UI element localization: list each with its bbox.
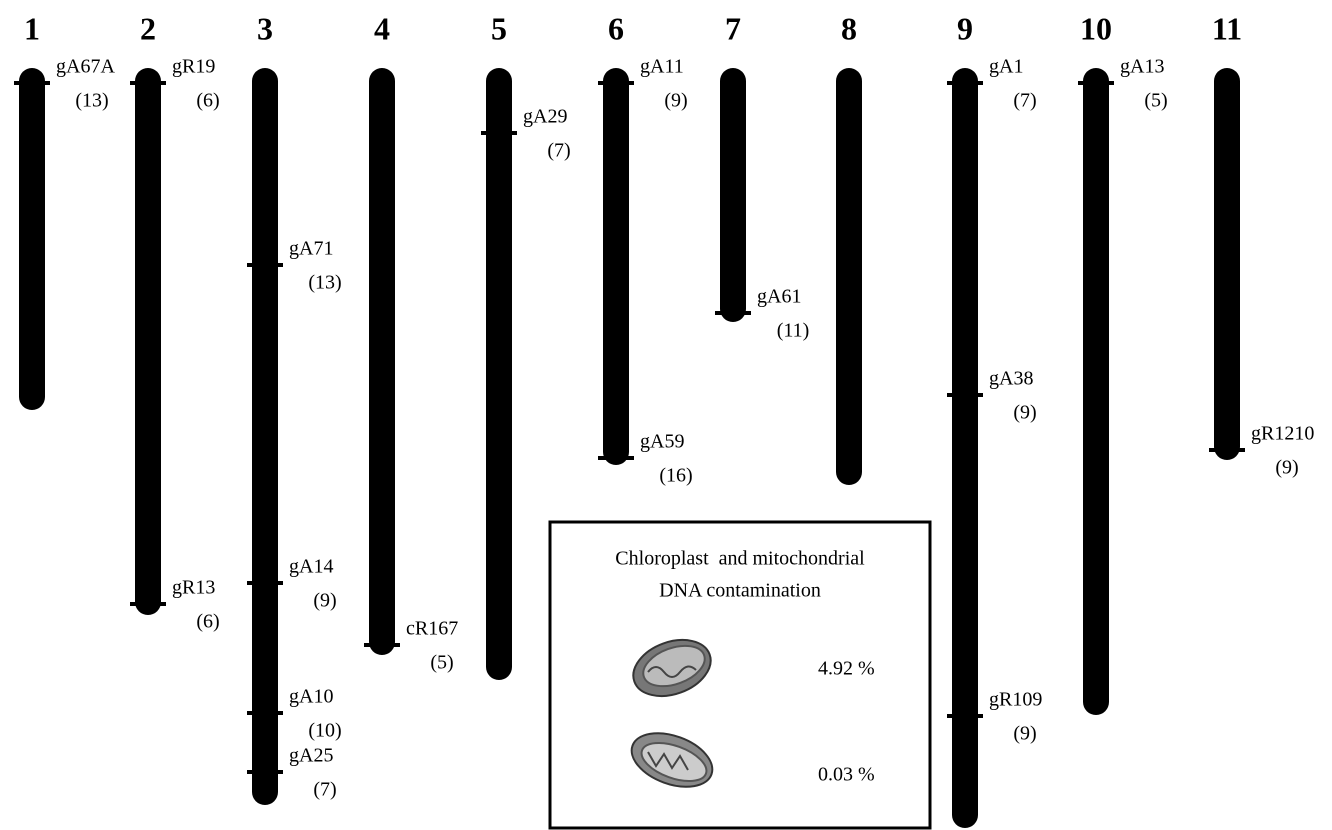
- marker-tick: [1209, 448, 1245, 452]
- marker-tick: [247, 770, 283, 774]
- marker-count: (16): [659, 465, 692, 487]
- chromosome-bar: [135, 68, 161, 615]
- marker-count: (11): [777, 320, 810, 342]
- marker-name: gR109: [989, 689, 1042, 711]
- diagram: 11 gR1210 (9) 10 gA13 (5) 9 gA1 (7) gA38 (9) gR109 (…: [0, 0, 1332, 830]
- chromosome-bar: [486, 68, 512, 680]
- chromosome: 10 gA13 (5): [1078, 10, 1168, 715]
- marker-tick: [947, 393, 983, 397]
- chromosome: 7 gA61 (11): [715, 10, 809, 341]
- chromosome-bar: [603, 68, 629, 465]
- page: 11 gR1210 (9) 10 gA13 (5) 9 gA1 (7) gA38 (9) gR109 (…: [0, 0, 1332, 830]
- chromosome-bar: [1083, 68, 1109, 715]
- chromosome-number: 3: [257, 10, 273, 46]
- marker-name: gR13: [172, 577, 215, 599]
- marker-name: gA25: [289, 745, 333, 767]
- marker-tick: [130, 602, 166, 606]
- chromosome-number: 1: [24, 10, 40, 46]
- marker-count: (9): [664, 90, 687, 112]
- marker-tick: [130, 81, 166, 85]
- marker-count: (7): [1013, 90, 1036, 112]
- inset-title: Chloroplast and mitochondrial: [615, 548, 865, 570]
- chromosome-number: 8: [841, 10, 857, 46]
- marker-name: gA61: [757, 286, 801, 308]
- chromosome-number: 10: [1080, 10, 1112, 46]
- marker-tick: [481, 131, 517, 135]
- chromosome-bar: [1214, 68, 1240, 460]
- marker-name: gR19: [172, 56, 215, 78]
- marker-tick: [247, 263, 283, 267]
- inset-title: DNA contamination: [659, 580, 821, 602]
- marker-name: gA13: [1120, 56, 1164, 78]
- marker-count: (9): [1013, 723, 1036, 745]
- marker-count: (7): [313, 779, 336, 801]
- marker-name: gA67A: [56, 56, 115, 78]
- chromosome: 3 gA71 (13) gA14 (9) gA10 (10) gA25 (7): [247, 10, 342, 805]
- chromosome-number: 11: [1212, 10, 1242, 46]
- chromosome-bar: [836, 68, 862, 485]
- chromosome-bar: [19, 68, 45, 410]
- inset-value: 0.03 %: [818, 764, 875, 786]
- chromosome: 1 gA67A (13): [14, 10, 115, 410]
- marker-count: (9): [1275, 457, 1298, 479]
- marker-tick: [947, 714, 983, 718]
- marker-name: gA29: [523, 106, 567, 128]
- marker-count: (13): [308, 272, 341, 294]
- marker-name: gA14: [289, 556, 333, 578]
- marker-count: (5): [430, 652, 453, 674]
- marker-name: gA1: [989, 56, 1023, 78]
- marker-count: (5): [1144, 90, 1167, 112]
- marker-tick: [364, 643, 400, 647]
- chromosome-bar: [369, 68, 395, 655]
- marker-name: cR167: [406, 618, 458, 640]
- chromosome-number: 2: [140, 10, 156, 46]
- marker-tick: [598, 456, 634, 460]
- chromosome-bar: [252, 68, 278, 805]
- chromosome: 6 gA11 (9) gA59 (16): [598, 10, 693, 486]
- chromosome: 9 gA1 (7) gA38 (9) gR109 (9): [947, 10, 1042, 828]
- marker-name: gA10: [289, 686, 333, 708]
- marker-name: gA71: [289, 238, 333, 260]
- chromosome-number: 4: [374, 10, 390, 46]
- marker-count: (6): [196, 90, 219, 112]
- marker-tick: [598, 81, 634, 85]
- marker-name: gA38: [989, 368, 1033, 390]
- chromosome-number: 6: [608, 10, 624, 46]
- marker-name: gR1210: [1251, 423, 1314, 445]
- marker-tick: [247, 581, 283, 585]
- inset: Chloroplast and mitochondrial DNA contam…: [550, 522, 930, 828]
- chromosome-bar: [720, 68, 746, 322]
- chromosome: 11 gR1210 (9): [1209, 10, 1314, 478]
- marker-name: gA11: [640, 56, 684, 78]
- marker-tick: [1078, 81, 1114, 85]
- marker-count: (13): [75, 90, 108, 112]
- chromosome: 4 cR167 (5): [364, 10, 458, 673]
- chromosome-number: 5: [491, 10, 507, 46]
- marker-count: (7): [547, 140, 570, 162]
- chromosome: 2 gR19 (6) gR13 (6): [130, 10, 220, 632]
- marker-count: (10): [308, 720, 341, 742]
- marker-tick: [947, 81, 983, 85]
- marker-count: (6): [196, 611, 219, 633]
- chromosome: 8: [836, 10, 862, 485]
- marker-count: (9): [1013, 402, 1036, 424]
- chromosome-number: 9: [957, 10, 973, 46]
- chromosome-number: 7: [725, 10, 741, 46]
- marker-tick: [14, 81, 50, 85]
- marker-count: (9): [313, 590, 336, 612]
- marker-tick: [715, 311, 751, 315]
- inset-value: 4.92 %: [818, 658, 875, 680]
- marker-name: gA59: [640, 431, 684, 453]
- marker-tick: [247, 711, 283, 715]
